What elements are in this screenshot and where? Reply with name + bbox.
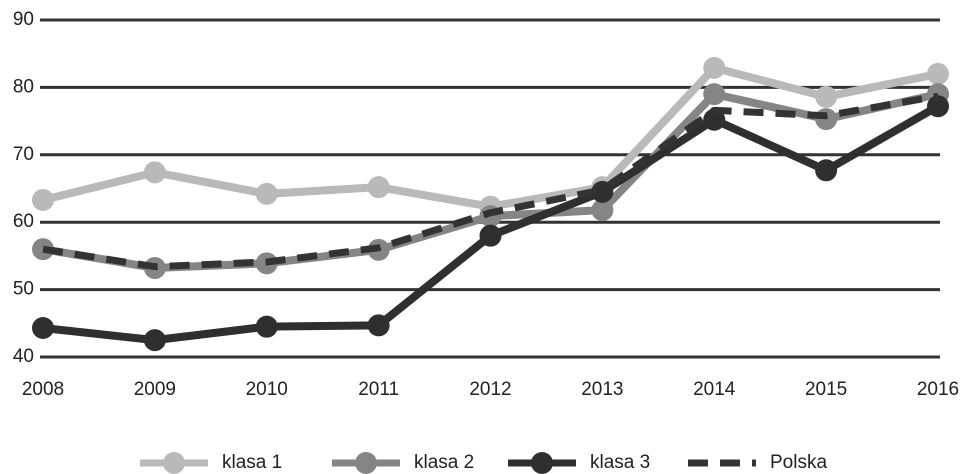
x-tick-label: 2010 xyxy=(246,379,288,400)
legend-label: klasa 1 xyxy=(222,452,282,473)
point xyxy=(815,85,838,108)
point xyxy=(927,62,949,85)
legend-label: Polska xyxy=(770,452,827,473)
point xyxy=(32,188,54,211)
legend-marker xyxy=(531,452,553,474)
x-tick-label: 2008 xyxy=(22,379,64,400)
point xyxy=(927,95,949,118)
point xyxy=(591,180,614,203)
x-tick-label: 2012 xyxy=(469,379,511,400)
x-tick-label: 2015 xyxy=(805,379,847,400)
point xyxy=(703,83,726,106)
point xyxy=(143,329,166,352)
y-tick-label: 50 xyxy=(13,279,34,300)
x-tick-label: 2014 xyxy=(693,379,736,400)
point xyxy=(703,108,726,131)
point xyxy=(255,315,278,338)
legend-label: klasa 3 xyxy=(590,452,650,473)
x-tick-label: 2013 xyxy=(581,379,623,400)
y-tick-label: 40 xyxy=(13,346,34,367)
point xyxy=(255,182,278,205)
y-tick-label: 90 xyxy=(13,9,34,30)
legend-marker xyxy=(355,452,377,474)
point xyxy=(367,176,390,199)
point xyxy=(143,161,166,184)
point xyxy=(479,224,502,247)
y-tick-label: 70 xyxy=(13,144,34,165)
point xyxy=(591,199,614,222)
point xyxy=(32,317,54,340)
point xyxy=(703,56,726,79)
x-tick-label: 2016 xyxy=(917,379,959,400)
x-tick-label: 2009 xyxy=(134,379,176,400)
y-tick-label: 60 xyxy=(13,211,34,232)
series-line xyxy=(42,92,939,271)
x-tick-label: 2011 xyxy=(358,379,399,400)
point xyxy=(815,159,838,182)
y-tick-label: 80 xyxy=(13,76,34,97)
legend-marker xyxy=(163,452,185,474)
legend-label: klasa 2 xyxy=(414,452,474,473)
point xyxy=(367,314,390,337)
